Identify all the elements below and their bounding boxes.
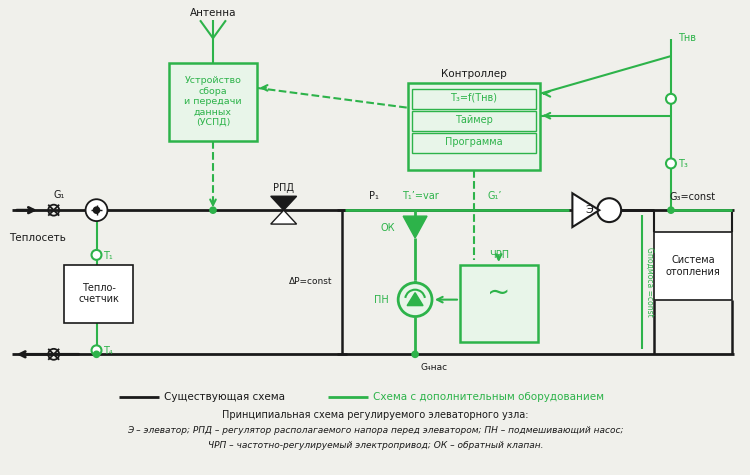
Circle shape bbox=[398, 283, 432, 316]
Bar bbox=[408, 83, 539, 171]
Circle shape bbox=[94, 352, 100, 357]
Text: Теплосеть: Теплосеть bbox=[9, 233, 66, 243]
Polygon shape bbox=[407, 293, 423, 305]
Circle shape bbox=[86, 199, 107, 221]
Text: ΔP=const: ΔP=const bbox=[289, 277, 332, 286]
Bar bbox=[460, 265, 538, 342]
Circle shape bbox=[666, 94, 676, 104]
Text: T₁’=var: T₁’=var bbox=[402, 191, 439, 201]
Text: ПН: ПН bbox=[374, 294, 389, 304]
Circle shape bbox=[597, 198, 621, 222]
Text: T₃=f(Tнв): T₃=f(Tнв) bbox=[450, 93, 497, 103]
Bar bbox=[412, 133, 536, 152]
Bar bbox=[170, 63, 256, 141]
Text: ОК: ОК bbox=[381, 223, 395, 233]
Text: Э: Э bbox=[586, 205, 593, 215]
Text: G₁’: G₁’ bbox=[488, 191, 502, 201]
Text: Программа: Программа bbox=[445, 137, 503, 147]
Text: G₄нас: G₄нас bbox=[420, 363, 447, 372]
Polygon shape bbox=[572, 193, 599, 227]
Text: Gподмоса =const: Gподмоса =const bbox=[646, 247, 655, 317]
Text: G₃=const: G₃=const bbox=[670, 192, 716, 202]
Polygon shape bbox=[271, 210, 296, 224]
Text: T₄: T₄ bbox=[104, 346, 113, 356]
Text: РПД: РПД bbox=[273, 183, 294, 193]
Text: Тепло-
счетчик: Тепло- счетчик bbox=[78, 283, 119, 304]
Text: ЧРП: ЧРП bbox=[489, 250, 508, 260]
Text: T₃: T₃ bbox=[678, 160, 688, 170]
Text: Контроллер: Контроллер bbox=[441, 69, 507, 79]
Text: Принципиальная схема регулируемого элеваторного узла:: Принципиальная схема регулируемого элева… bbox=[222, 410, 529, 420]
Text: Устройство
сбора
и передачи
данных
(УСПД): Устройство сбора и передачи данных (УСПД… bbox=[184, 76, 242, 127]
Bar bbox=[654, 232, 732, 300]
Text: Tнв: Tнв bbox=[678, 33, 696, 43]
Text: Существующая схема: Существующая схема bbox=[164, 392, 285, 402]
Text: G₁: G₁ bbox=[54, 190, 65, 200]
Bar bbox=[412, 89, 536, 109]
Polygon shape bbox=[271, 196, 296, 210]
Circle shape bbox=[668, 207, 674, 213]
Bar bbox=[412, 111, 536, 131]
Circle shape bbox=[92, 345, 101, 355]
Circle shape bbox=[94, 207, 100, 213]
Text: ~: ~ bbox=[487, 279, 511, 307]
Text: Антенна: Антенна bbox=[190, 9, 236, 19]
Text: Схема с дополнительным оборудованием: Схема с дополнительным оборудованием bbox=[374, 392, 604, 402]
Polygon shape bbox=[404, 216, 427, 238]
Text: P₁: P₁ bbox=[369, 191, 380, 201]
Circle shape bbox=[666, 159, 676, 169]
Text: T₁: T₁ bbox=[104, 251, 113, 261]
Text: Таймер: Таймер bbox=[455, 114, 493, 125]
Text: ЧРП – частотно-регулируемый электропривод; ОК – обратный клапан.: ЧРП – частотно-регулируемый электроприво… bbox=[208, 441, 543, 450]
Circle shape bbox=[210, 207, 216, 213]
Circle shape bbox=[92, 250, 101, 260]
Bar bbox=[64, 265, 134, 323]
Circle shape bbox=[412, 352, 418, 357]
Text: Э – элеватор; РПД – регулятор располагаемого напора перед элеватором; ПН – подме: Э – элеватор; РПД – регулятор располагае… bbox=[127, 427, 623, 436]
Text: Система
отопления: Система отопления bbox=[665, 255, 720, 276]
